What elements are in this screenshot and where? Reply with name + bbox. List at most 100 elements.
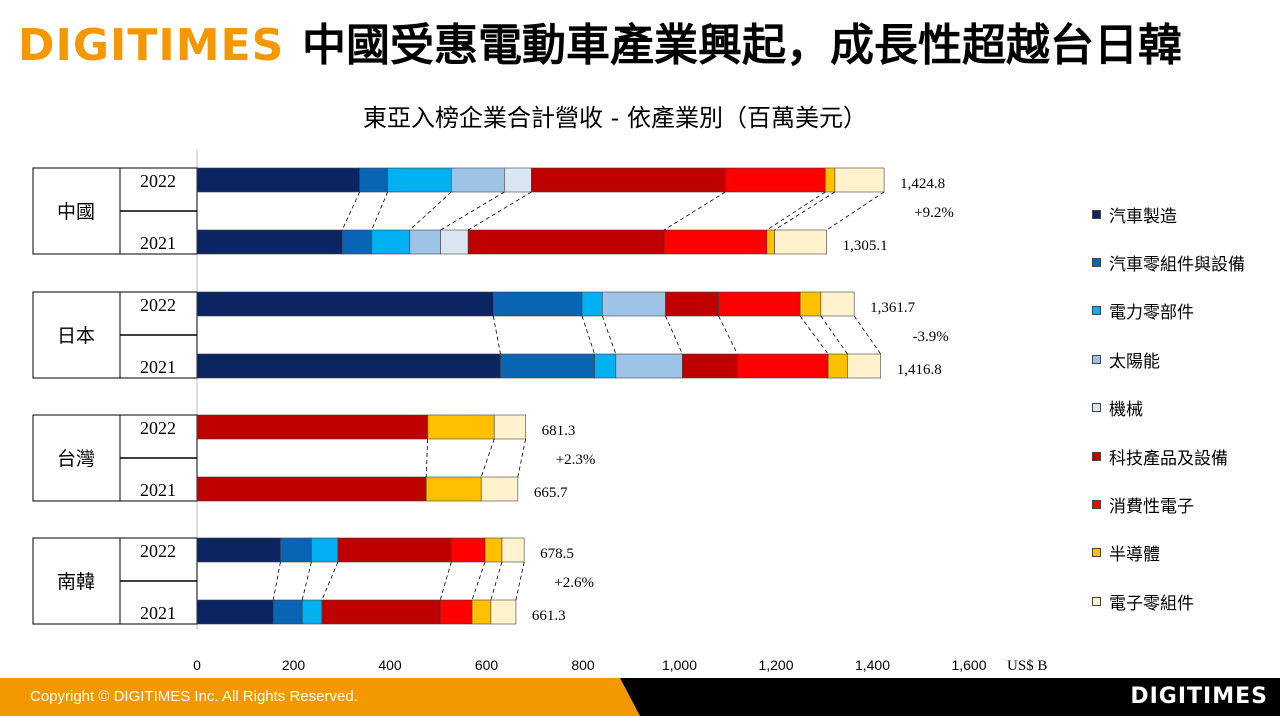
total-label: 1,361.7 (870, 300, 916, 316)
bar-segment (371, 229, 411, 255)
group-name-label: 台灣 (57, 448, 95, 470)
legend-item: 半導體 (1092, 529, 1277, 577)
year-label: 2021 (140, 603, 176, 623)
segment-connector (774, 191, 836, 231)
total-label: 661.3 (532, 608, 566, 624)
bar-segment (834, 167, 885, 193)
segment-connector (601, 315, 617, 355)
bar-segment (500, 353, 595, 379)
bar-segment (427, 414, 495, 440)
digitimes-logo: DIGITIMES (18, 20, 285, 71)
bar-segment (196, 414, 428, 440)
chart-legend: 汽車製造 汽車零組件與設備 電力零部件 太陽能 機械 科技產品及設備 消費性電子 半導體 電子零… (1092, 190, 1277, 626)
bar-segment (337, 537, 452, 563)
bar-segment (501, 537, 525, 563)
segment-connector (820, 315, 848, 355)
bar-segment (321, 599, 441, 625)
bar-segment (280, 537, 312, 563)
segment-connector (341, 191, 360, 231)
segment-connector (440, 191, 505, 231)
bar-segment (341, 229, 372, 255)
bar-segment (493, 414, 526, 440)
bar-segment (766, 229, 775, 255)
legend-swatch (1092, 451, 1101, 461)
segment-connector (517, 438, 526, 478)
growth-label: +9.2% (914, 205, 954, 221)
x-tick-label: 200 (282, 657, 306, 673)
segment-connector (425, 438, 429, 478)
chart-title: 東亞入榜企業合計營收 - 依產業別（百萬美元） (363, 104, 867, 132)
legend-swatch (1092, 258, 1101, 268)
segment-connector (826, 191, 885, 231)
year-label: 2022 (140, 541, 176, 561)
bar-segment (601, 291, 666, 317)
total-label: 1,424.8 (900, 176, 945, 192)
segment-connector (581, 315, 595, 355)
bar-segment (615, 353, 683, 379)
segment-connector (490, 561, 503, 601)
growth-label: +2.6% (554, 575, 594, 591)
segment-connector (799, 315, 829, 355)
bar-segment (504, 167, 532, 193)
bar-segment (450, 537, 486, 563)
bar-segment (682, 353, 738, 379)
legend-label: 太陽能 (1109, 351, 1160, 372)
segment-connector (480, 438, 495, 478)
bar-segment (301, 599, 323, 625)
x-tick-label: 1,400 (855, 657, 890, 673)
legend-label: 科技產品及設備 (1109, 448, 1228, 469)
bar-segment (196, 229, 343, 255)
segment-connector (492, 315, 501, 355)
segment-connector (471, 561, 486, 601)
bar-segment (480, 476, 519, 502)
bar-segment (847, 353, 882, 379)
legend-item: 電力零部件 (1092, 287, 1277, 335)
legend-swatch (1092, 596, 1101, 606)
total-label: 678.5 (540, 546, 574, 562)
segment-connector (321, 561, 339, 601)
page-title: 中國受惠電動車產業興起，成長性超越台日韓 (302, 20, 1182, 71)
bar-segment (467, 229, 665, 255)
total-label: 1,416.8 (897, 362, 942, 378)
segment-connector (272, 561, 281, 601)
segment-connector (467, 191, 532, 231)
copyright-text: Copyright © DIGITIMES Inc. All Rights Re… (30, 688, 358, 705)
header: DIGITIMES 中國受惠電動車產業興起，成長性超越台日韓 (0, 0, 1280, 90)
bar-segment (531, 167, 726, 193)
bar-segment (196, 353, 501, 379)
x-tick-label: 0 (193, 657, 201, 673)
bar-segment (827, 353, 848, 379)
bar-segment (311, 537, 339, 563)
legend-label: 電力零部件 (1109, 303, 1194, 324)
x-tick-label: 800 (571, 657, 595, 673)
year-label: 2022 (140, 295, 176, 315)
bar-segment (196, 167, 360, 193)
bar-segment (196, 537, 281, 563)
bar-segment (774, 229, 827, 255)
year-label: 2021 (140, 233, 176, 253)
bar-segment (665, 291, 719, 317)
footer: Copyright © DIGITIMES Inc. All Rights Re… (0, 678, 1280, 716)
year-label: 2022 (140, 171, 176, 191)
segment-connector (439, 561, 452, 601)
bar-segment (196, 476, 427, 502)
bar-segment (196, 599, 274, 625)
legend-item: 消費性電子 (1092, 480, 1277, 528)
segment-connector (371, 191, 388, 231)
segment-connector (301, 561, 312, 601)
bar-segment (450, 167, 505, 193)
legend-item: 科技產品及設備 (1092, 432, 1277, 480)
legend-swatch (1092, 500, 1101, 510)
legend-label: 消費性電子 (1109, 497, 1194, 518)
bar-segment (824, 167, 836, 193)
bar-segment (820, 291, 855, 317)
bar-segment (490, 599, 517, 625)
bar-segment (799, 291, 822, 317)
legend-label: 汽車製造 (1109, 206, 1177, 227)
segment-connector (766, 191, 826, 231)
legend-swatch (1092, 548, 1101, 558)
total-label: 1,305.1 (843, 238, 888, 254)
legend-label: 機械 (1109, 400, 1143, 421)
growth-label: -3.9% (913, 329, 949, 345)
year-label: 2022 (140, 418, 176, 438)
